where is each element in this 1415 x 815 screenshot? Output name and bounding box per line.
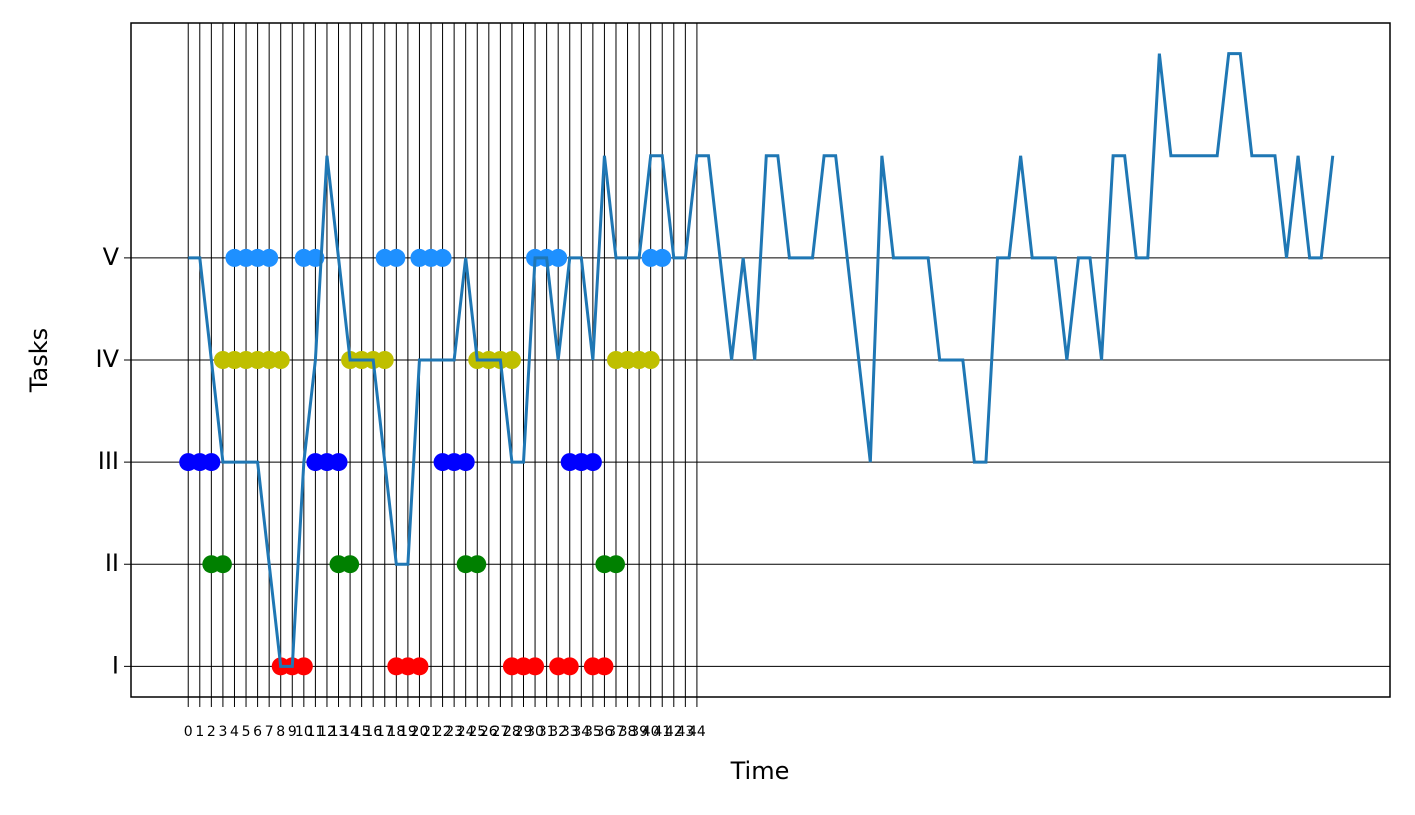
y-axis-label: Tasks xyxy=(25,328,53,393)
x-tick-label: 39 xyxy=(630,724,648,740)
x-tick-label: 43 xyxy=(676,724,694,740)
x-tick-label: 4 xyxy=(230,724,239,740)
dot xyxy=(410,657,429,676)
dot xyxy=(502,351,521,369)
x-tick-label: 2 xyxy=(207,724,216,740)
dot xyxy=(583,453,602,472)
dot xyxy=(329,453,348,472)
x-tick-label: 0 xyxy=(184,724,193,740)
x-tick-label: 10 xyxy=(295,724,313,740)
x-tick-label: 33 xyxy=(561,724,579,740)
y-tick-label: V xyxy=(103,243,120,271)
x-tick-label: 9 xyxy=(288,724,297,740)
dot xyxy=(341,555,360,574)
x-tick-label: 8 xyxy=(276,724,285,740)
x-tick-label: 32 xyxy=(549,724,567,740)
x-tick-label: 13 xyxy=(330,724,348,740)
dot xyxy=(606,555,625,574)
x-tick-label: 20 xyxy=(411,724,429,740)
x-tick-label: 26 xyxy=(480,724,498,740)
dot xyxy=(375,351,394,369)
dot xyxy=(595,657,614,676)
x-tick-label: 35 xyxy=(584,724,602,740)
dot xyxy=(653,248,672,267)
x-tick-label: 28 xyxy=(503,724,521,740)
x-tick-label: 5 xyxy=(242,724,251,740)
dot xyxy=(271,351,290,369)
dot xyxy=(387,248,406,267)
x-tick-label: 22 xyxy=(434,724,452,740)
x-tick-label: 34 xyxy=(572,724,590,740)
dot xyxy=(456,453,475,472)
x-tick-label: 12 xyxy=(318,724,336,740)
x-tick-label: 16 xyxy=(364,724,382,740)
y-tick-label: II xyxy=(105,549,119,577)
dot xyxy=(641,351,660,369)
x-tick-label: 37 xyxy=(607,724,625,740)
x-tick-label: 40 xyxy=(642,724,660,740)
x-tick-label: 30 xyxy=(526,724,544,740)
x-axis-label: Time xyxy=(730,757,790,785)
dot xyxy=(202,453,221,472)
x-tick-label: 1 xyxy=(195,724,204,740)
dot xyxy=(560,657,579,676)
x-tick-label: 11 xyxy=(306,724,324,740)
x-tick-label: 41 xyxy=(653,724,671,740)
dot xyxy=(213,555,232,574)
x-tick-label: 38 xyxy=(619,724,637,740)
x-tick-label: 18 xyxy=(387,724,405,740)
x-tick-label: 3 xyxy=(218,724,227,740)
y-tick-label: I xyxy=(112,651,119,679)
x-tick-label: 25 xyxy=(468,724,486,740)
x-tick-label: 14 xyxy=(341,724,359,740)
x-tick-label: 44 xyxy=(688,724,706,740)
x-tick-label: 24 xyxy=(457,724,475,740)
y-tick-label: III xyxy=(98,447,119,475)
dot xyxy=(526,657,545,676)
x-tick-label: 15 xyxy=(353,724,371,740)
x-tick-label: 6 xyxy=(253,724,262,740)
x-tick-label: 17 xyxy=(376,724,394,740)
dot xyxy=(260,248,279,267)
y-tick-label: IV xyxy=(96,345,120,373)
x-tick-label: 19 xyxy=(399,724,417,740)
x-tick-label: 23 xyxy=(445,724,463,740)
x-tick-label: 27 xyxy=(491,724,509,740)
x-tick-label: 36 xyxy=(596,724,614,740)
dot xyxy=(294,657,313,676)
x-tick-label: 42 xyxy=(665,724,683,740)
x-tick-label: 31 xyxy=(538,724,556,740)
x-tick-label: 21 xyxy=(422,724,440,740)
dot xyxy=(549,248,568,267)
x-tick-label: 29 xyxy=(515,724,533,740)
plot-frame xyxy=(130,22,1391,698)
dot xyxy=(433,248,452,267)
dot xyxy=(468,555,487,574)
x-tick-label: 7 xyxy=(265,724,274,740)
line xyxy=(188,52,1335,668)
